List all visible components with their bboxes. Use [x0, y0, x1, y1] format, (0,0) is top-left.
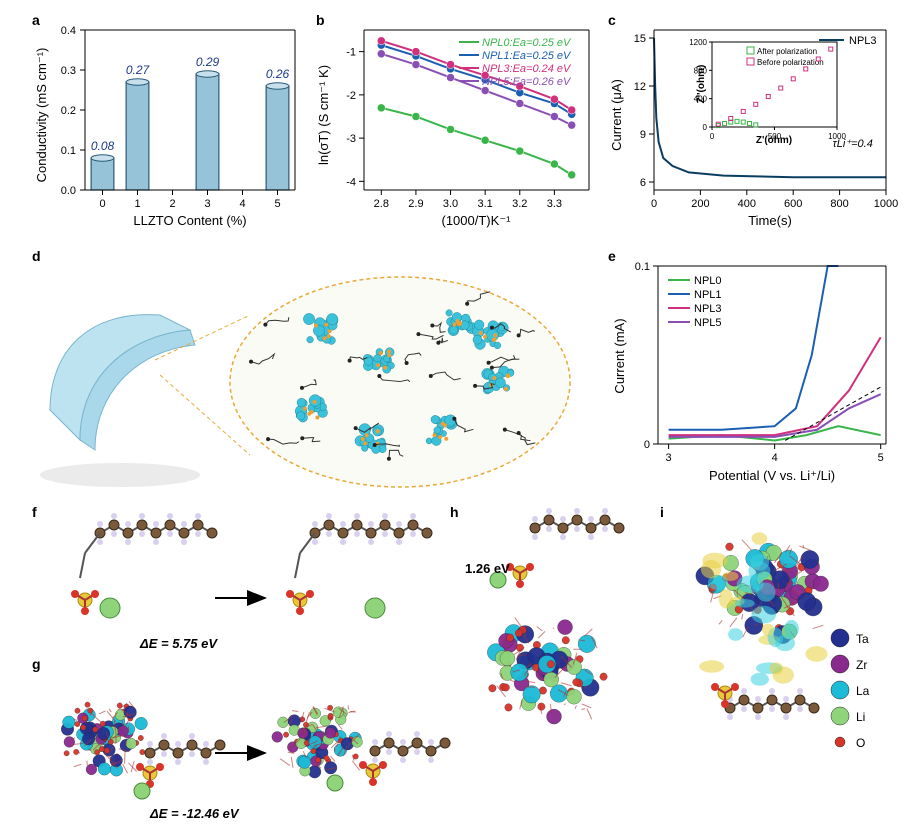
svg-text:0.08: 0.08 — [91, 139, 115, 153]
svg-text:0.29: 0.29 — [196, 55, 220, 69]
svg-text:0.26: 0.26 — [266, 67, 290, 81]
svg-text:3.0: 3.0 — [443, 198, 458, 210]
svg-text:-2: -2 — [346, 90, 356, 102]
svg-text:NPL1: NPL1 — [694, 289, 722, 301]
panel-a-chart: 0.00.10.20.30.4 0.080.270.290.26 012345 … — [30, 20, 310, 230]
svg-text:0.0: 0.0 — [61, 185, 76, 197]
panel-c-legend: NPL3 — [849, 35, 877, 47]
svg-text:3: 3 — [204, 198, 210, 210]
panel-g-de: ΔE = -12.46 eV — [149, 806, 240, 821]
svg-text:2.9: 2.9 — [408, 198, 423, 210]
panel-b-ylabel: ln(σT) (S cm⁻¹ K) — [316, 65, 331, 165]
svg-text:1200: 1200 — [689, 38, 707, 47]
panel-f-de: ΔE = 5.75 eV — [139, 636, 218, 651]
svg-text:0: 0 — [99, 198, 105, 210]
bottom-diagrams: ΔE = 5.75 eV ΔE = -12.46 eV 1.26 eV Ta Zr… — [20, 508, 900, 828]
svg-text:9: 9 — [640, 129, 646, 141]
svg-text:Ta: Ta — [856, 632, 869, 646]
svg-text:NPL0:Ea=0.25 eV: NPL0:Ea=0.25 eV — [482, 37, 572, 49]
svg-text:2.8: 2.8 — [374, 198, 389, 210]
svg-text:O: O — [856, 736, 865, 750]
svg-text:0: 0 — [644, 439, 650, 451]
svg-text:4: 4 — [772, 452, 778, 464]
svg-text:1: 1 — [134, 198, 140, 210]
panel-e-chart: 0 0.1 3 4 5 NPL0 NPL1 NPL3 NPL5 Potential (V v… — [608, 256, 898, 486]
svg-text:After polarization: After polarization — [757, 47, 817, 56]
svg-text:15: 15 — [634, 33, 646, 45]
svg-text:0.3: 0.3 — [61, 65, 76, 77]
svg-text:400: 400 — [738, 198, 756, 210]
svg-text:0: 0 — [703, 123, 708, 132]
panel-a-xlabel: LLZTO Content (%) — [133, 213, 246, 228]
svg-text:NPL3: NPL3 — [694, 303, 722, 315]
panel-e-ylabel: Current (mA) — [612, 318, 627, 393]
inset-xlabel: Z'(ohm) — [756, 135, 792, 146]
svg-text:-4: -4 — [346, 176, 356, 188]
figure-root: a b c d e f g h i 0.00.10.20.30.4 0.080.… — [0, 0, 907, 832]
svg-text:3: 3 — [666, 452, 672, 464]
svg-text:NPL1:Ea=0.25 eV: NPL1:Ea=0.25 eV — [482, 50, 572, 62]
panel-e-xlabel: Potential (V vs. Li⁺/Li) — [709, 468, 835, 483]
svg-text:Zr: Zr — [856, 658, 867, 672]
svg-text:200: 200 — [691, 198, 709, 210]
svg-text:3.1: 3.1 — [478, 198, 493, 210]
panel-b-xlabel: (1000/T)K⁻¹ — [442, 213, 512, 228]
panel-h-de: 1.26 eV — [465, 561, 510, 576]
svg-text:Before polarization: Before polarization — [757, 58, 824, 67]
svg-text:1000: 1000 — [828, 132, 846, 141]
svg-text:0.2: 0.2 — [61, 105, 76, 117]
svg-text:4: 4 — [239, 198, 245, 210]
svg-text:NPL5:Ea=0.26 eV: NPL5:Ea=0.26 eV — [482, 76, 572, 88]
svg-text:0.1: 0.1 — [635, 261, 650, 273]
svg-text:-1: -1 — [346, 47, 356, 59]
svg-text:0: 0 — [651, 198, 657, 210]
svg-text:NPL0: NPL0 — [694, 275, 722, 287]
svg-text:600: 600 — [784, 198, 802, 210]
panel-a-ylabel: Conductivity (mS cm⁻¹) — [34, 48, 49, 183]
svg-text:3.2: 3.2 — [512, 198, 527, 210]
svg-text:12: 12 — [634, 81, 646, 93]
panel-b-chart: -4 -3 -2 -1 2.8 2.9 3.0 3.1 3.2 3.3 NPL0:Ea=0.25… — [314, 20, 604, 230]
svg-text:1000: 1000 — [874, 198, 898, 210]
panel-c-ylabel: Current (μA) — [609, 79, 624, 151]
svg-text:NPL3:Ea=0.24 eV: NPL3:Ea=0.24 eV — [482, 63, 572, 75]
svg-text:La: La — [856, 684, 870, 698]
svg-text:6: 6 — [640, 177, 646, 189]
svg-text:0.4: 0.4 — [61, 25, 76, 37]
svg-text:Li: Li — [856, 710, 865, 724]
panel-c-xlabel: Time(s) — [748, 213, 792, 228]
svg-text:0.1: 0.1 — [61, 145, 76, 157]
svg-text:0: 0 — [710, 132, 715, 141]
inset-ylabel: Z''(ohm) — [696, 65, 707, 104]
panel-c-chart: 691215 02004006008001000 NPL3 τLi⁺=0.4 A… — [608, 20, 898, 230]
svg-text:5: 5 — [878, 452, 884, 464]
svg-text:800: 800 — [830, 198, 848, 210]
svg-text:3.3: 3.3 — [547, 198, 562, 210]
svg-text:-3: -3 — [346, 133, 356, 145]
svg-text:2: 2 — [169, 198, 175, 210]
svg-text:5: 5 — [274, 198, 280, 210]
svg-text:NPL5: NPL5 — [694, 317, 722, 329]
panel-d-graphic — [20, 260, 600, 500]
svg-text:0.27: 0.27 — [126, 63, 151, 77]
